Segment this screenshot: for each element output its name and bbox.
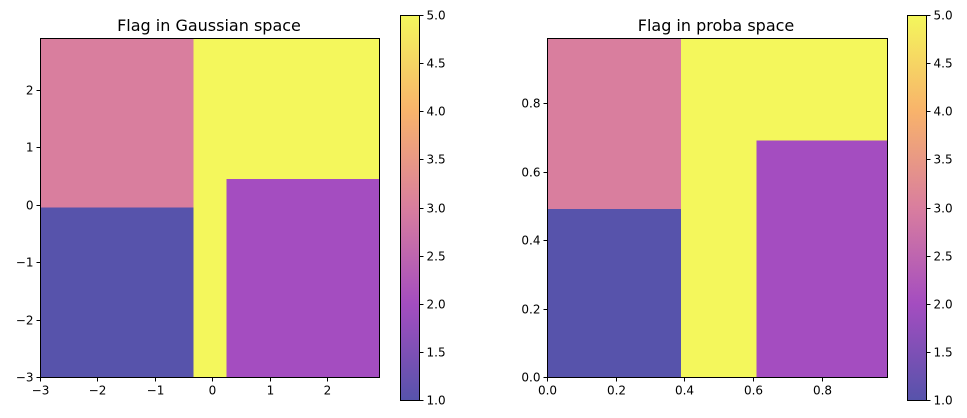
right-colorbar-gradient [907,15,926,400]
right-xtick-label: 0.8 [813,384,832,398]
left-ytick-label: −1 [16,256,34,270]
left-colorbar-tick-label: 4.5 [427,57,446,71]
right-colorbar-tick-label: 3.5 [934,153,953,167]
left-colorbar-gradient [400,15,419,400]
left-colorbar-tick-label: 3.5 [427,153,446,167]
left-region-4 [226,178,379,377]
right-region-1 [547,209,681,377]
right-ytick-label: 0.8 [521,97,540,111]
left-colorbar-tick-label: 2.5 [427,250,446,264]
right-colorbar-tick-label: 4.0 [934,105,953,119]
left-colorbar-tick-label: 1.5 [427,346,446,360]
right-colorbar-tick-label: 2.0 [934,298,953,312]
left-colorbar-tick-label: 4.0 [427,105,446,119]
right-ytick-label: 0.0 [521,371,540,385]
right-colorbar-tick-label: 1.5 [934,346,953,360]
right-region-0 [547,38,681,210]
left-xtick-label: 0 [209,384,217,398]
right-xtick-label: 0.6 [744,384,763,398]
left-axes-frame [40,38,380,378]
right-colorbar-tick-label: 1.0 [934,394,953,408]
left-ytick-label: 1 [26,141,34,155]
left-region-3 [193,178,227,377]
right-chart: Flag in proba space 0.0 0.2 0.4 0.6 0.80.00.… [521,9,952,408]
right-axes-frame [547,38,888,378]
right-colorbar-tick-label: 4.5 [934,57,953,71]
left-xtick-label: 2 [324,384,332,398]
right-region-2 [680,38,887,141]
left-region-2 [193,38,379,179]
left-colorbar: 1.0 1.5 2.0 2.5 3.0 3.5 4.0 4.5 5.0 [400,9,446,408]
right-xtick-label: 0.4 [675,384,694,398]
left-region-0 [40,38,194,208]
right-xtick-label: 0.0 [538,384,557,398]
right-ytick-label: 0.4 [521,234,540,248]
right-colorbar-tick-label: 5.0 [934,9,953,23]
right-colorbar: 1.0 1.5 2.0 2.5 3.0 3.5 4.0 4.5 5.0 [907,9,953,408]
right-colorbar-tick-label: 3.0 [934,202,953,216]
left-region-1 [40,207,194,377]
left-colorbar-tick-label: 2.0 [427,298,446,312]
left-colorbar-tick-label: 5.0 [427,9,446,23]
left-chart: Flag in Gaussian space −3 −2 −1 0 1 2 −3 −2 −1 0 1… [16,9,446,408]
left-ytick-label: −2 [16,314,34,328]
right-ytick-label: 0.2 [521,303,540,317]
left-ytick-label: 0 [26,199,34,213]
left-xtick-label: −1 [147,384,165,398]
right-colorbar-tick-label: 2.5 [934,250,953,264]
left-ytick-label: 2 [26,84,34,98]
right-ytick-label: 0.6 [521,166,540,180]
left-colorbar-tick-label: 3.0 [427,202,446,216]
right-region-3 [680,140,757,377]
left-plot-area: −3 −2 −1 0 1 2 −3 −2 −1 0 1 2 [16,38,380,398]
left-xtick-label: −2 [89,384,107,398]
left-ytick-label: −3 [16,371,34,385]
right-plot-area: 0.0 0.2 0.4 0.6 0.8 0.0 0.2 0.4 0.6 0.8 [521,38,888,398]
right-region-4 [756,140,887,377]
right-chart-title: Flag in proba space [638,16,795,35]
left-xtick-label: −3 [32,384,50,398]
left-chart-title: Flag in Gaussian space [117,16,301,35]
right-xtick-label: 0.2 [607,384,626,398]
left-colorbar-tick-label: 1.0 [427,394,446,408]
left-xtick-label: 1 [267,384,275,398]
